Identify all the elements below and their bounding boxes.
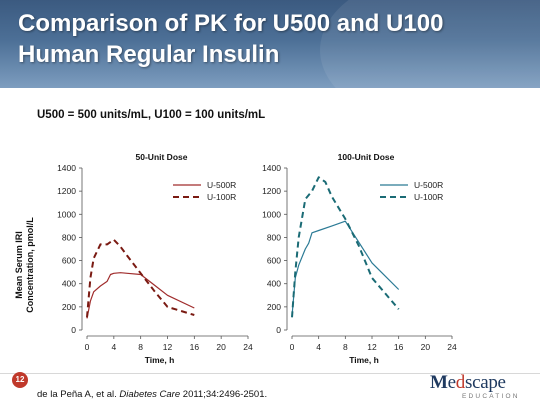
chart-title-left: 50-Unit Dose [136, 152, 188, 162]
x-tick-label-right: 24 [447, 342, 457, 352]
x-tick-label-left: 24 [243, 342, 253, 352]
x-tick-label-left: 16 [190, 342, 200, 352]
legend-label-left-u-500r: U-500R [207, 180, 236, 190]
x-tick-label-right: 0 [290, 342, 295, 352]
slide-subtitle: U500 = 500 units/mL, U100 = 100 units/mL [37, 109, 266, 121]
y-tick-label-right: 0 [276, 325, 281, 335]
y-tick-label-left: 0 [71, 325, 76, 335]
y-tick-label-right: 1400 [262, 163, 281, 173]
y-tick-label-left: 1400 [57, 163, 76, 173]
y-tick-label-left: 600 [62, 256, 76, 266]
logo-wordmark: Medscape [430, 372, 506, 393]
y-tick-label-left: 200 [62, 302, 76, 312]
citation-journal: Diabetes Care [119, 389, 181, 400]
y-tick-label-left: 1000 [57, 209, 76, 219]
x-tick-label-right: 16 [394, 342, 404, 352]
x-tick-label-left: 20 [216, 342, 226, 352]
series-line-right-u-500r [291, 220, 400, 317]
logo-subtitle: EDUCATION [462, 393, 520, 400]
y-axis-label-line-1: Mean Serum IRI [14, 231, 24, 299]
title-line-2: Human Regular Insulin [18, 41, 280, 68]
x-tick-label-right: 12 [367, 342, 377, 352]
banner-decoration [320, 0, 540, 88]
y-tick-label-left: 1200 [57, 186, 76, 196]
y-tick-label-right: 800 [267, 232, 281, 242]
y-tick-label-right: 1000 [262, 209, 281, 219]
x-tick-label-left: 0 [85, 342, 90, 352]
title-line-1: Comparison of PK for U500 and U100 [18, 10, 444, 37]
citation: de la Peña A, et al. Diabetes Care 2011;… [37, 389, 267, 400]
y-tick-label-right: 200 [267, 302, 281, 312]
x-tick-label-right: 4 [316, 342, 321, 352]
legend-label-left-u-100r: U-100R [207, 192, 236, 202]
y-axis-label-line-2: Concentration, pmol/L [25, 217, 35, 313]
x-tick-label-right: 8 [343, 342, 348, 352]
x-tick-label-right: 20 [421, 342, 431, 352]
title-banner: Comparison of PK for U500 and U100 Human… [0, 0, 540, 88]
medscape-education-logo: Medscape EDUCATION [430, 372, 530, 402]
y-tick-label-right: 1200 [262, 186, 281, 196]
legend-label-right-u-100r: U-100R [414, 192, 443, 202]
page-number-badge: 12 [12, 372, 28, 388]
y-tick-label-left: 800 [62, 232, 76, 242]
y-tick-label-right: 400 [267, 279, 281, 289]
x-tick-label-left: 12 [163, 342, 173, 352]
slide-title: Comparison of PK for U500 and U100 Human… [18, 8, 518, 70]
chart-title-right: 100-Unit Dose [338, 152, 395, 162]
y-tick-label-right: 600 [267, 256, 281, 266]
x-axis-label-left: Time, h [145, 355, 175, 365]
y-tick-label-left: 400 [62, 279, 76, 289]
legend-label-right-u-500r: U-500R [414, 180, 443, 190]
citation-authors: de la Peña A, et al. [37, 389, 120, 400]
series-line-right-u-100r [291, 176, 400, 318]
x-tick-label-left: 8 [138, 342, 143, 352]
citation-details: 2011;34:2496-2501. [180, 389, 268, 400]
series-line-left-u-500r [86, 272, 195, 319]
footer-divider [0, 373, 540, 374]
x-tick-label-left: 4 [111, 342, 116, 352]
x-axis-label-right: Time, h [349, 355, 379, 365]
series-line-left-u-100r [86, 238, 195, 318]
